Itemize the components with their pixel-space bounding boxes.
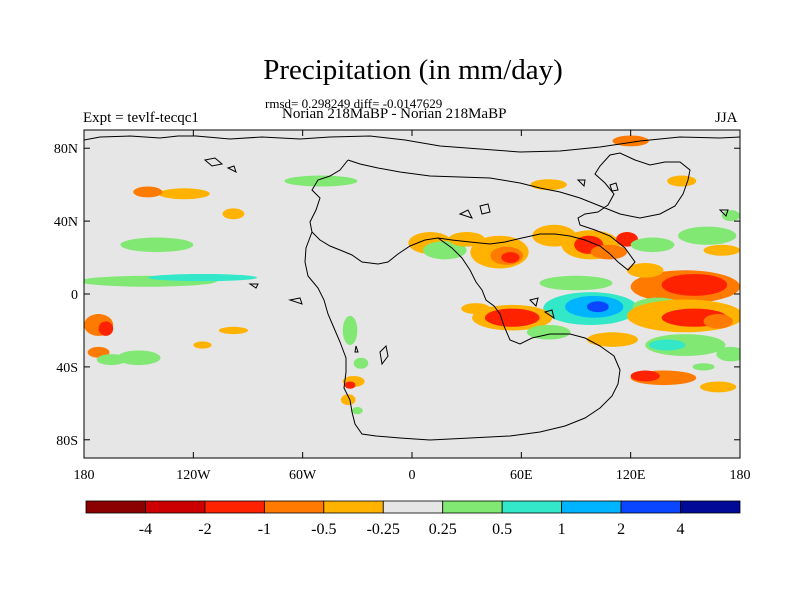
x-tick-label: 60W <box>289 468 317 483</box>
anomaly-patch <box>98 321 114 336</box>
anomaly-patch <box>586 332 638 347</box>
colorbar-swatch <box>323 500 384 514</box>
colorbar-swatch <box>382 500 444 514</box>
chart-title: Precipitation (in mm/day) <box>263 54 563 86</box>
colorbar-label: 4 <box>677 521 685 538</box>
season-label: JJA <box>715 110 738 126</box>
x-tick-label: 180 <box>74 468 95 483</box>
anomaly-patch <box>721 210 740 222</box>
y-tick-label: 80N <box>54 142 78 157</box>
colorbar-label: -1 <box>258 521 271 538</box>
island-outline <box>354 345 359 353</box>
anomaly-patch <box>526 324 571 340</box>
island-outline <box>529 297 539 307</box>
colorbar-labels: -4 -2 -1 -0.5 -0.25 0.25 0.5 1 2 4 <box>139 521 685 538</box>
anomaly-patch <box>586 301 609 313</box>
island-outline <box>543 309 555 320</box>
island-outline <box>248 283 259 289</box>
y-tick-label: 80S <box>56 434 78 449</box>
island-outline <box>576 179 586 188</box>
island-outline <box>718 209 729 217</box>
island-outline <box>379 344 389 366</box>
island-outline <box>609 182 619 192</box>
anomaly-patch <box>158 188 210 200</box>
anomaly-patch <box>461 303 491 315</box>
island-outline <box>288 297 303 305</box>
experiment-label: Expt = tevlf-tecqc1 <box>83 110 199 126</box>
anomaly-patch <box>648 339 686 351</box>
anomaly-patch <box>627 263 664 278</box>
anomaly-patch <box>120 237 194 253</box>
anomaly-patch <box>116 350 161 366</box>
anomaly-patch <box>661 273 728 296</box>
x-tick-label: 0 <box>409 468 416 483</box>
anomaly-patch <box>340 394 356 406</box>
colorbar-boxes <box>85 500 741 514</box>
colorbar-label: -0.25 <box>367 521 400 538</box>
x-tick-label: 120E <box>616 468 646 483</box>
anomaly-patch <box>342 315 358 346</box>
colorbar-label: -2 <box>198 521 211 538</box>
pangaea-coastline <box>84 135 740 441</box>
x-tick-label: 180 <box>730 468 751 483</box>
colorbar-swatch <box>561 500 622 514</box>
colorbar-swatch <box>85 500 146 514</box>
anomaly-layer <box>84 135 740 415</box>
anomaly-patch <box>484 308 540 327</box>
colorbar-label: -0.5 <box>311 521 336 538</box>
stats-line: rmsd= 0.298249 diff= -0.0147629 <box>265 96 443 111</box>
anomaly-patch <box>344 381 356 389</box>
y-tick-label: 40S <box>56 361 78 376</box>
anomaly-patch <box>539 275 613 291</box>
anomaly-patch <box>96 354 126 366</box>
anomaly-patch <box>692 363 715 371</box>
anomaly-patch <box>703 314 733 329</box>
chart-subtitle: Norian 218MaBP - Norian 218MaBP <box>282 106 507 122</box>
island-outline <box>203 157 224 167</box>
colorbar-swatch <box>145 500 206 514</box>
colorbar-label: 1 <box>558 521 566 538</box>
island-outline <box>479 203 491 215</box>
x-tick-label: 120W <box>176 468 211 483</box>
anomaly-patch <box>630 370 660 382</box>
colorbar-label: 0.5 <box>492 521 512 538</box>
anomaly-patch <box>351 406 363 415</box>
anomaly-patch <box>699 381 737 393</box>
anomaly-patch <box>501 252 520 264</box>
colorbar-swatch <box>442 500 503 514</box>
y-tick-label: 0 <box>71 288 78 303</box>
anomaly-patch <box>222 208 245 220</box>
anomaly-patch <box>284 175 358 187</box>
island-outline <box>458 209 473 219</box>
colorbar-label: -4 <box>139 521 152 538</box>
anomaly-patch <box>147 273 258 282</box>
anomaly-patch <box>703 244 740 256</box>
colorbar-swatch <box>263 500 325 514</box>
anomaly-patch <box>590 244 628 260</box>
colorbar-label: 0.25 <box>429 521 457 538</box>
anomaly-patch <box>630 237 675 253</box>
anomaly-patch <box>422 241 467 260</box>
axes-layer: 180 120W 60W 0 60E 120E 180 80N 40N 0 40S 80S <box>54 130 751 483</box>
map-background <box>84 130 740 458</box>
colorbar-swatch <box>501 500 563 514</box>
anomaly-patch <box>133 186 163 198</box>
coastline-layer <box>84 135 740 441</box>
colorbar-label: 2 <box>617 521 625 538</box>
colorbar-swatch <box>620 500 681 514</box>
anomaly-patch <box>667 175 697 187</box>
anomaly-patch <box>678 226 737 245</box>
anomaly-patch <box>218 326 248 335</box>
anomaly-patch <box>645 334 726 356</box>
colorbar-swatch <box>204 500 265 514</box>
anomaly-patch <box>353 357 369 369</box>
colorbar-swatch <box>680 500 741 514</box>
island-outline <box>226 165 237 173</box>
y-tick-label: 40N <box>54 215 78 230</box>
x-tick-label: 60E <box>510 468 533 483</box>
anomaly-patch <box>193 341 212 349</box>
anomaly-patch <box>716 346 740 362</box>
